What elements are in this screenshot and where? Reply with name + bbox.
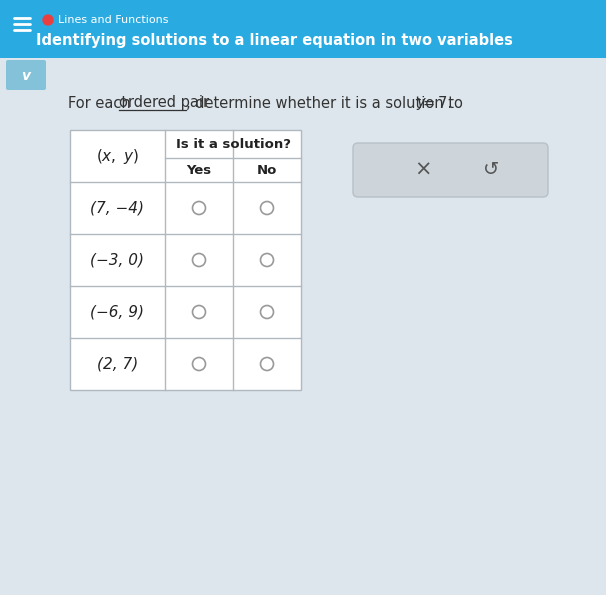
Text: v: v (21, 69, 30, 83)
Text: , determine whether it is a solution to: , determine whether it is a solution to (186, 96, 467, 111)
Text: No: No (257, 164, 277, 177)
Text: For each: For each (68, 96, 135, 111)
Text: ordered pair: ordered pair (119, 96, 209, 111)
Text: y: y (416, 96, 425, 111)
Text: ×: × (414, 160, 431, 180)
Text: $(x,\ y)$: $(x,\ y)$ (96, 146, 139, 165)
FancyBboxPatch shape (70, 130, 301, 390)
Text: Identifying solutions to a linear equation in two variables: Identifying solutions to a linear equati… (36, 33, 513, 48)
Text: Is it a solution?: Is it a solution? (176, 137, 290, 151)
Circle shape (43, 15, 53, 25)
Text: (−6, 9): (−6, 9) (90, 305, 144, 320)
FancyBboxPatch shape (0, 0, 606, 58)
Text: Lines and Functions: Lines and Functions (58, 15, 168, 25)
Text: (−3, 0): (−3, 0) (90, 252, 144, 268)
Text: (2, 7): (2, 7) (97, 356, 138, 371)
Text: (7, −4): (7, −4) (90, 201, 144, 215)
Text: Yes: Yes (187, 164, 211, 177)
Text: = 7.: = 7. (423, 96, 452, 111)
FancyBboxPatch shape (353, 143, 548, 197)
FancyBboxPatch shape (6, 60, 46, 90)
Text: ↺: ↺ (483, 161, 499, 180)
